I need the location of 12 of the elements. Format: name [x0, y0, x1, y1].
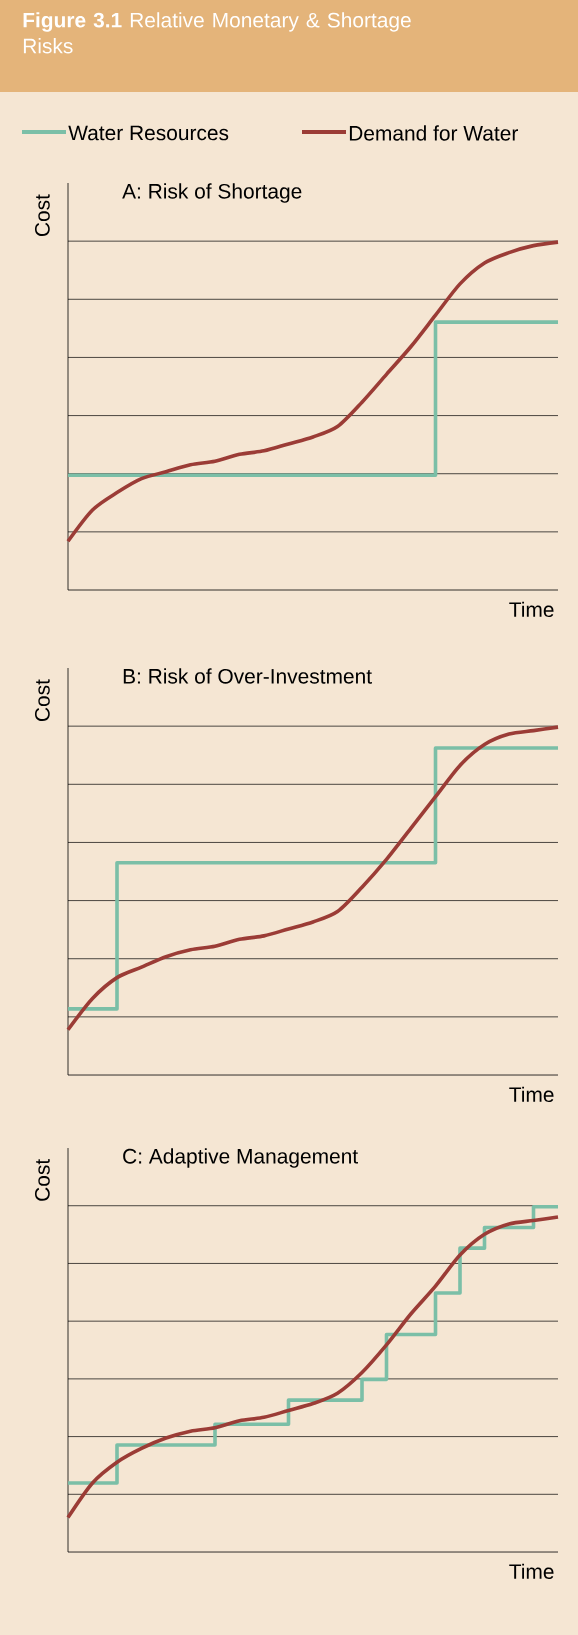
y-axis-title: Cost — [34, 194, 50, 237]
x-axis-title: Time — [509, 1563, 554, 1579]
y-axis-title: Cost — [34, 1158, 50, 1201]
chart-subtitle: B: Risk of Over-Investment — [123, 668, 372, 684]
chart-subtitle: A: Risk of Shortage — [122, 183, 302, 203]
y-axis-title: Cost — [34, 679, 50, 722]
legend-label: Water Resources — [68, 125, 229, 141]
x-axis-title: Time — [509, 1086, 554, 1103]
legend-label: Demand for Water — [349, 125, 518, 141]
chart-subtitle: C: Adaptive Management — [123, 1148, 358, 1168]
x-axis-title: Time — [509, 601, 554, 618]
chart-title: Figure 3.1 Relative Monetary & Shortage Risks — [23, 12, 411, 54]
